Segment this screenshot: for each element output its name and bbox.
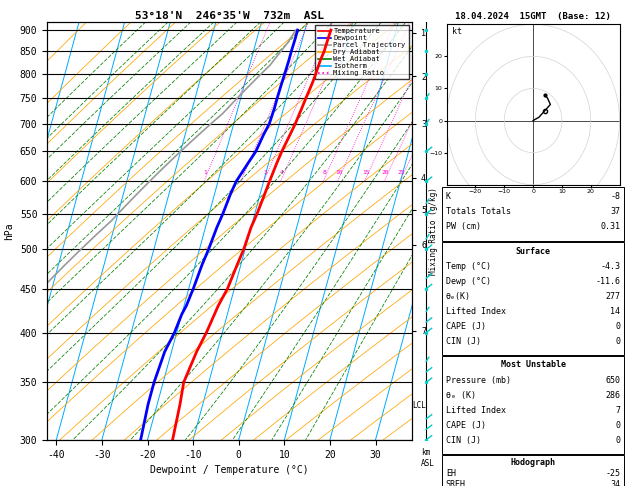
Title: 53°18'N  246°35'W  732m  ASL: 53°18'N 246°35'W 732m ASL: [135, 11, 324, 21]
Text: 4: 4: [280, 170, 284, 175]
Text: Pressure (mb): Pressure (mb): [446, 376, 511, 384]
Y-axis label: hPa: hPa: [4, 222, 14, 240]
Text: -25: -25: [605, 469, 620, 478]
Text: EH: EH: [446, 469, 456, 478]
Bar: [442, 242, 624, 355]
Text: Lifted Index: Lifted Index: [446, 406, 506, 415]
Text: 34: 34: [610, 480, 620, 486]
Text: CAPE (J): CAPE (J): [446, 421, 486, 430]
Text: K: K: [446, 192, 451, 201]
Legend: Temperature, Dewpoint, Parcel Trajectory, Dry Adiabat, Wet Adiabat, Isotherm, Mi: Temperature, Dewpoint, Parcel Trajectory…: [315, 25, 408, 79]
Text: Lifted Index: Lifted Index: [446, 307, 506, 316]
Text: θₑ(K): θₑ(K): [446, 292, 471, 301]
Text: 0.31: 0.31: [600, 222, 620, 231]
Text: 8: 8: [323, 170, 326, 175]
Text: CAPE (J): CAPE (J): [446, 322, 486, 330]
Text: PW (cm): PW (cm): [446, 222, 481, 231]
Text: 0: 0: [615, 322, 620, 330]
Bar: [442, 356, 624, 454]
Text: 1: 1: [204, 170, 207, 175]
Text: -8: -8: [610, 192, 620, 201]
Text: 0: 0: [615, 421, 620, 430]
Text: LCL: LCL: [413, 401, 426, 410]
Text: 286: 286: [605, 391, 620, 399]
Text: 0: 0: [615, 337, 620, 346]
Text: Surface: Surface: [516, 246, 550, 256]
Text: θₑ (K): θₑ (K): [446, 391, 476, 399]
Text: 14: 14: [610, 307, 620, 316]
Text: 7: 7: [615, 406, 620, 415]
Text: 10: 10: [335, 170, 343, 175]
Text: Temp (°C): Temp (°C): [446, 261, 491, 271]
Text: SREH: SREH: [446, 480, 466, 486]
Bar: [442, 187, 624, 241]
Text: -11.6: -11.6: [595, 277, 620, 286]
Text: kt: kt: [452, 27, 462, 36]
Text: CIN (J): CIN (J): [446, 436, 481, 445]
Text: Most Unstable: Most Unstable: [501, 360, 565, 369]
Text: Totals Totals: Totals Totals: [446, 207, 511, 216]
Text: 18.04.2024  15GMT  (Base: 12): 18.04.2024 15GMT (Base: 12): [455, 12, 611, 21]
Text: 20: 20: [382, 170, 389, 175]
Text: km
ASL: km ASL: [421, 448, 435, 468]
Text: 3: 3: [264, 170, 267, 175]
Text: 0: 0: [615, 436, 620, 445]
Text: 37: 37: [610, 207, 620, 216]
Text: -4.3: -4.3: [600, 261, 620, 271]
Bar: [442, 455, 624, 486]
Text: 2: 2: [240, 170, 244, 175]
Text: Hodograph: Hodograph: [511, 458, 555, 467]
Text: 15: 15: [362, 170, 370, 175]
Text: Dewp (°C): Dewp (°C): [446, 277, 491, 286]
Text: 650: 650: [605, 376, 620, 384]
Text: CIN (J): CIN (J): [446, 337, 481, 346]
Text: 277: 277: [605, 292, 620, 301]
Y-axis label: Mixing Ratio (g/kg): Mixing Ratio (g/kg): [429, 187, 438, 275]
X-axis label: Dewpoint / Temperature (°C): Dewpoint / Temperature (°C): [150, 465, 309, 475]
Text: 25: 25: [398, 170, 405, 175]
